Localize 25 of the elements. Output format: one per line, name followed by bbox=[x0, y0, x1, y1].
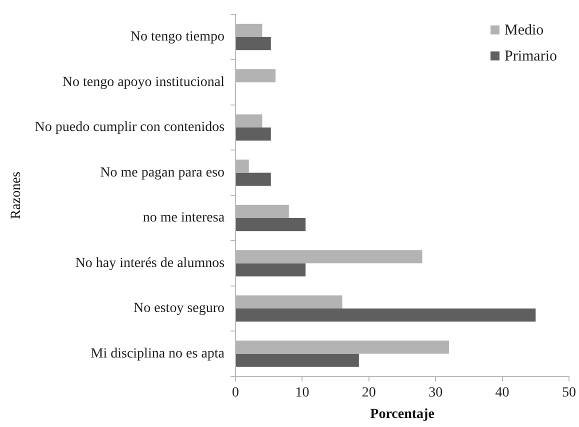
y-tick-label: No me pagan para eso bbox=[100, 165, 225, 180]
x-axis-title: Porcentaje bbox=[370, 407, 434, 422]
y-tick-label: No hay interés de alumnos bbox=[75, 256, 225, 271]
x-tick-label: 0 bbox=[232, 385, 240, 400]
bar bbox=[236, 172, 271, 186]
y-axis-title: Razones bbox=[9, 172, 24, 220]
legend-label: Medio bbox=[504, 22, 544, 38]
x-tick-label: 50 bbox=[562, 385, 576, 400]
bar bbox=[236, 128, 271, 141]
bar bbox=[236, 354, 359, 367]
y-tick-label: no me interesa bbox=[142, 210, 226, 226]
legend-label: Primario bbox=[504, 48, 558, 64]
bar bbox=[236, 263, 306, 276]
bar bbox=[236, 218, 306, 232]
y-tick-label: No tengo tiempo bbox=[130, 30, 225, 45]
bar bbox=[236, 37, 271, 50]
x-tick-label: 30 bbox=[428, 385, 443, 400]
y-tick-label: No puedo cumplir con contenidos bbox=[34, 120, 225, 136]
bar bbox=[236, 308, 536, 322]
y-tick-label: No estoy seguro bbox=[134, 301, 225, 316]
x-tick-label: 20 bbox=[362, 385, 376, 400]
x-tick-label: 40 bbox=[495, 385, 510, 400]
y-tick-label: Mi disciplina no es apta bbox=[90, 346, 226, 362]
y-tick-label: No tengo apoyo institucional bbox=[62, 74, 225, 90]
x-tick-label: 10 bbox=[295, 385, 310, 400]
